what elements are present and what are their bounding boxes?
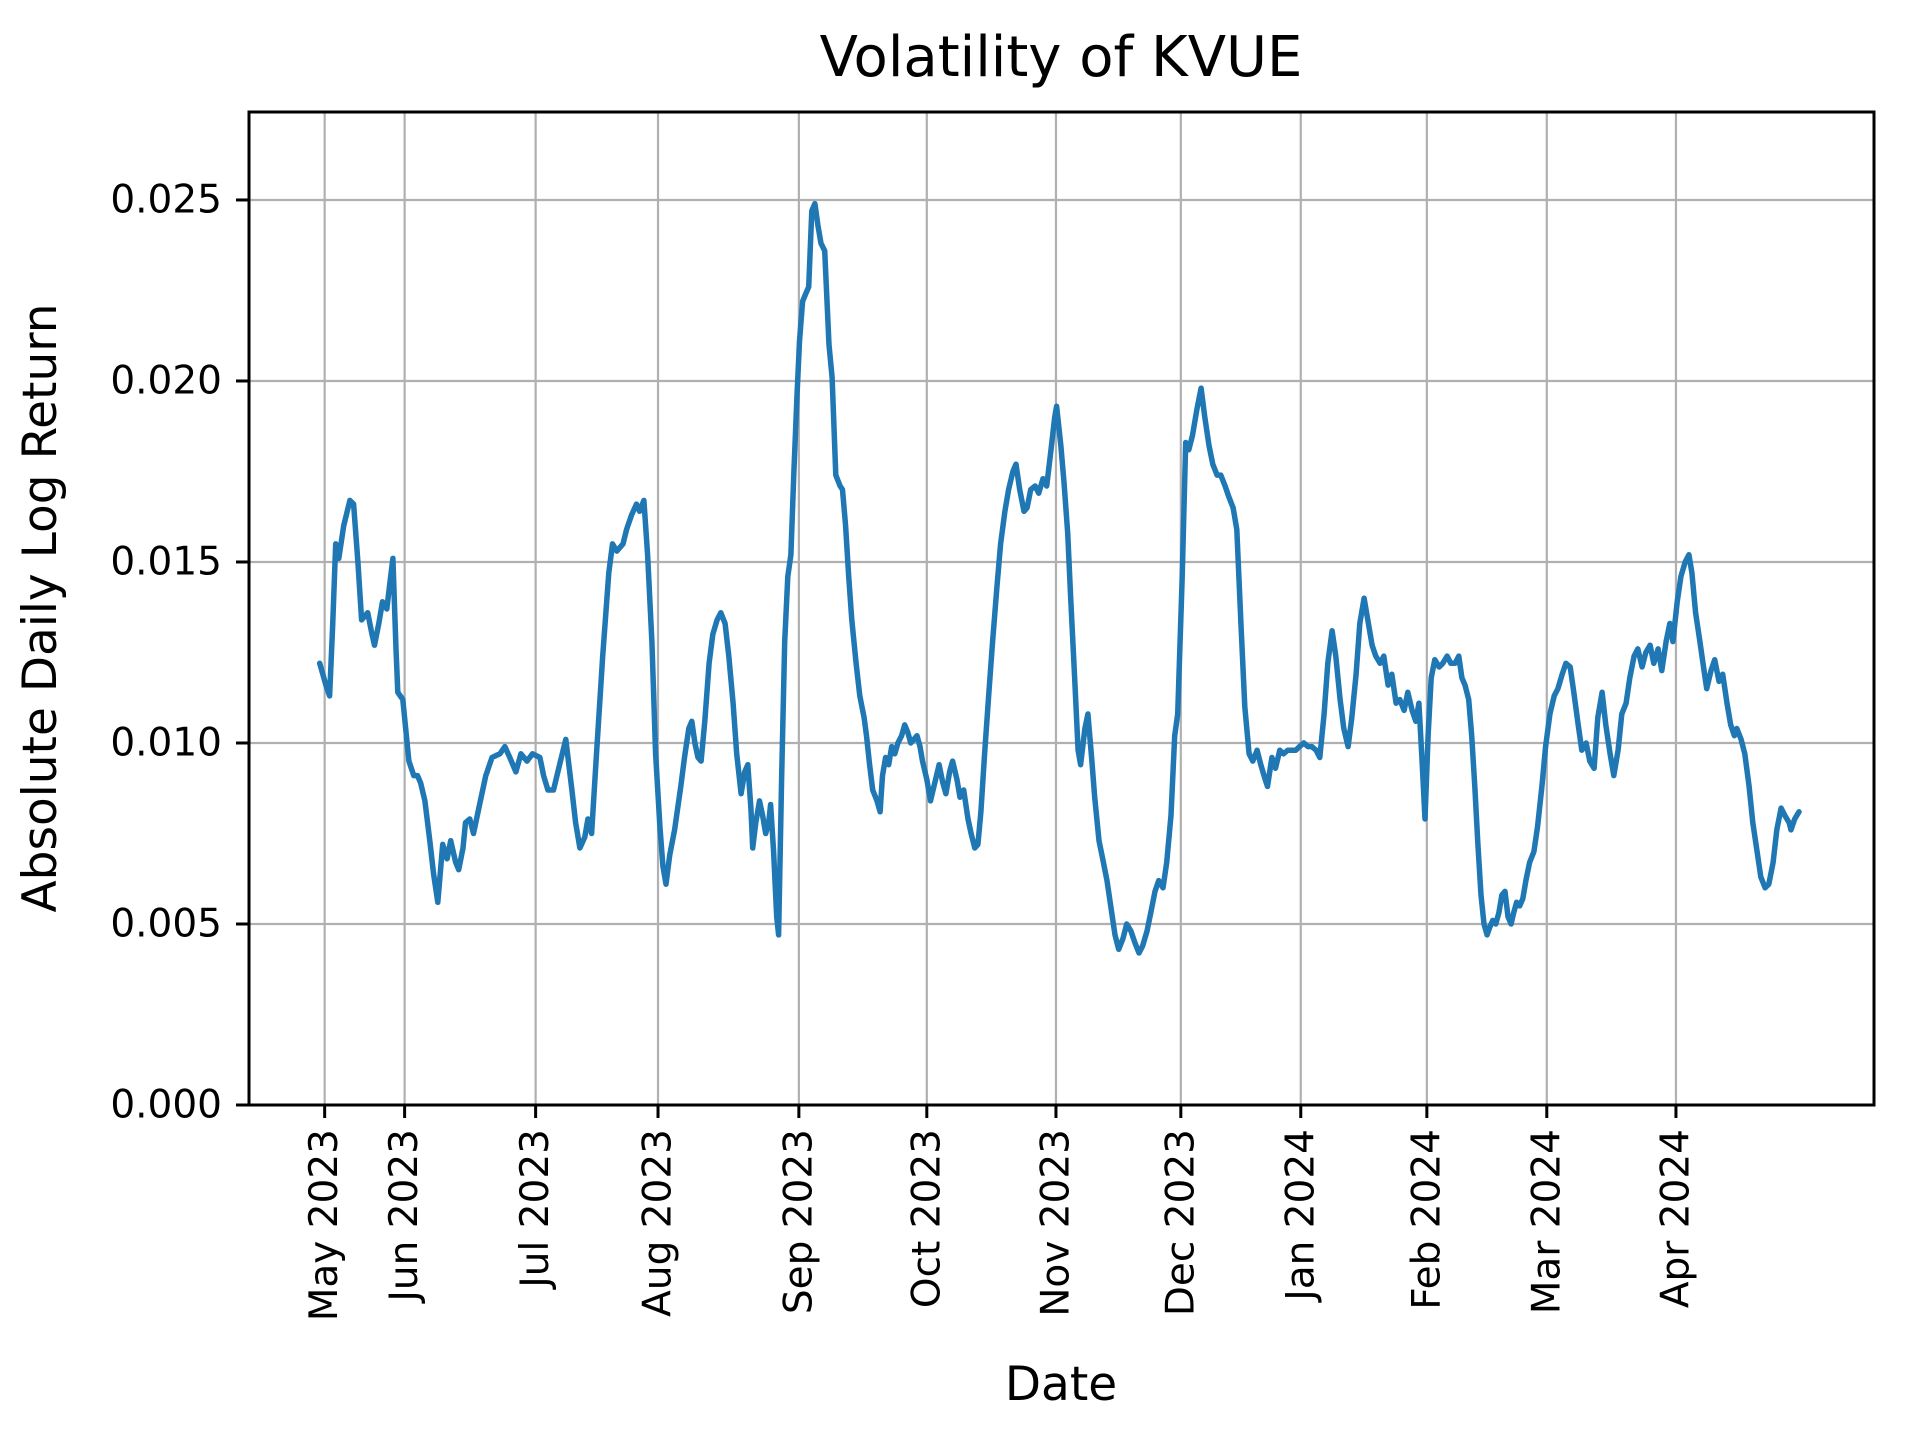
x-tick-label: Nov 2023 [1033,1129,1078,1317]
y-tick-label: 0.020 [110,358,222,403]
x-tick-label: Mar 2024 [1524,1129,1569,1314]
x-tick-label: Jun 2023 [382,1129,427,1305]
tick-layer: 0.000 0.005 0.010 0.015 0.020 0.025 May 2023 Ju… [110,177,1698,1321]
x-tick-label: May 2023 [302,1129,347,1321]
x-tick-label: Jul 2023 [513,1129,558,1291]
y-tick-label: 0.010 [110,720,222,765]
x-tick-label: Oct 2023 [904,1129,949,1308]
volatility-line [316,200,1802,956]
y-tick-label: 0.025 [110,177,222,222]
x-tick-label: Aug 2023 [636,1129,681,1317]
x-tick-label: Dec 2023 [1158,1129,1203,1316]
y-axis-label: Absolute Daily Log Return [13,303,68,912]
x-tick-label: Apr 2024 [1653,1129,1698,1308]
x-tick-label: Jan 2024 [1278,1129,1323,1304]
y-tick-label: 0.015 [110,539,222,584]
chart-title: Volatility of KVUE [820,25,1303,90]
y-tick-label: 0.000 [110,1083,222,1128]
x-tick-label: Sep 2023 [776,1129,821,1314]
x-tick-label: Feb 2024 [1404,1129,1449,1310]
plot-frame [247,110,1876,1107]
y-tick-label: 0.005 [110,901,222,946]
series-layer [316,200,1802,956]
grid-layer [249,112,1874,1107]
x-axis-label: Date [1005,1357,1117,1412]
